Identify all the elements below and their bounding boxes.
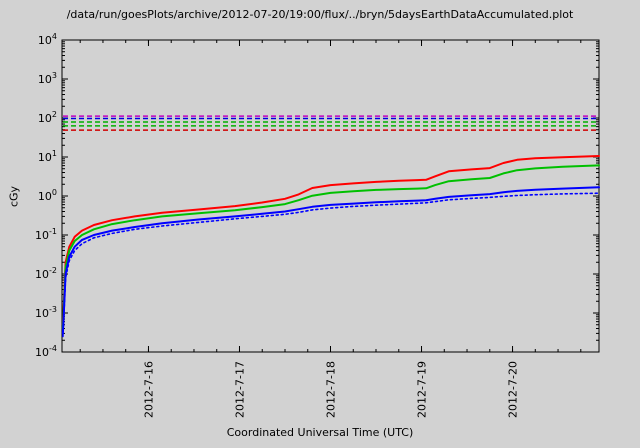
y-tick-label: 10-2 xyxy=(35,266,57,281)
plot-border xyxy=(61,39,600,353)
x-tick-label: 2012-7-18 xyxy=(325,361,338,418)
accumulated-dose-red xyxy=(61,155,600,326)
y-tick-label: 104 xyxy=(38,32,57,47)
x-axis-label: Coordinated Universal Time (UTC) xyxy=(226,426,414,439)
x-tick-label: 2012-7-17 xyxy=(233,361,246,418)
x-tick-label: 2012-7-20 xyxy=(507,361,520,418)
y-tick-label: 102 xyxy=(38,110,57,125)
x-tick-label: 2012-7-19 xyxy=(416,361,429,418)
y-tick-label: 103 xyxy=(38,71,57,86)
threshold-lines xyxy=(63,115,598,131)
chart-title: /data/run/goesPlots/archive/2012-07-20/1… xyxy=(66,8,574,21)
y-tick-label: 10-4 xyxy=(35,344,57,359)
accumulated-dose-green xyxy=(61,164,600,330)
accumulated-dose-blue-dotted xyxy=(62,192,600,338)
y-tick-label: 100 xyxy=(38,188,57,203)
data-series xyxy=(61,155,600,338)
x-tick-label: 2012-7-16 xyxy=(142,361,155,418)
y-tick-label: 10-1 xyxy=(35,227,57,242)
x-axis: 2012-7-16 2012-7-17 2012-7-18 2012-7-19 2012… xyxy=(79,40,582,418)
accumulated-dose-blue xyxy=(61,186,600,335)
y-tick-label: 10-3 xyxy=(35,305,57,320)
y-tick-label: 101 xyxy=(38,149,57,164)
